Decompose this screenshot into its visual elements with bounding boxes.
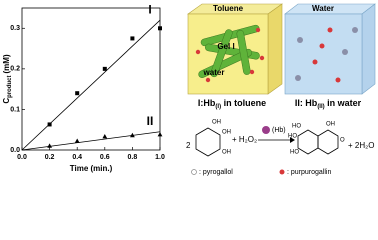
x-tick-label: 0.6: [100, 154, 110, 161]
caption-1: I:Hb(I) in toluene: [198, 98, 266, 109]
fit-line: [21, 19, 161, 151]
gel-label: Gel I: [217, 42, 234, 51]
marker: [157, 131, 163, 137]
marker: [130, 36, 135, 41]
cube-front: [284, 13, 363, 95]
x-tick-label: 0.4: [72, 154, 82, 161]
y-tick-label: 0.0: [10, 147, 20, 154]
chart: 0.0 0.2 0.4 0.6 0.8 1.0 0.0 0.1 0.2 0.3 Time (min.…: [2, 2, 165, 173]
arrowhead: [290, 137, 295, 143]
oh: OH: [222, 150, 231, 156]
x-tick-label: 0.0: [17, 154, 27, 161]
byproduct: + 2H₂O: [348, 141, 374, 150]
marker: [74, 138, 80, 143]
marker: [102, 66, 107, 71]
legend-text: : pyrogallol: [199, 169, 233, 176]
oh: OH: [222, 130, 231, 136]
ho: HO: [288, 134, 297, 140]
marker: [75, 91, 80, 96]
plot-frame: [21, 7, 161, 151]
gel-fibers: [198, 24, 260, 78]
x-tick-label: 1.0: [155, 154, 165, 161]
y-tick-label: 0.2: [10, 66, 20, 73]
x-axis-label: Time (min.): [70, 164, 113, 173]
figure: 0.0 0.2 0.4 0.6 0.8 1.0 0.0 0.1 0.2 0.3 Time (min.…: [2, 2, 376, 176]
series-label: II: [147, 114, 154, 128]
marker: [47, 143, 52, 148]
catalyst: (Hb): [272, 127, 286, 134]
ring: [297, 129, 319, 155]
fit-line: [21, 131, 161, 151]
molecules: [295, 27, 358, 83]
legend-marker: [279, 169, 285, 175]
oh: OH: [326, 122, 335, 128]
water-inner-label: water: [203, 68, 225, 77]
cube-side: [361, 3, 376, 95]
ho: HO: [292, 124, 301, 130]
water-label: Water: [312, 4, 334, 13]
oh: OH: [212, 120, 221, 126]
hb-icon: [262, 126, 270, 134]
x-tick-label: 0.2: [45, 154, 55, 161]
marker: [102, 134, 108, 139]
ring: [317, 129, 339, 155]
marker: [47, 122, 52, 127]
toluene-label: Toluene: [213, 4, 244, 13]
y-tick-label: 0.1: [10, 106, 20, 113]
y-label-unit: (mM): [2, 54, 11, 73]
legend-marker: [191, 169, 197, 175]
reagent: + H₂O₂: [232, 135, 257, 144]
x-tick-label: 0.8: [128, 154, 138, 161]
ho: HO: [290, 150, 299, 156]
marker: [158, 26, 162, 31]
o: O: [340, 138, 345, 144]
marker: [130, 132, 135, 138]
y-label-main: C: [2, 98, 11, 104]
ring: [195, 127, 221, 157]
hb-dots: [195, 27, 265, 83]
caption-2: II: Hb(II) in water: [295, 98, 362, 109]
y-tick-label: 0.3: [10, 25, 20, 32]
coefficient: 2: [186, 141, 191, 150]
diagram: Toluene Gel I water Water I:Hb(I) in tol…: [186, 3, 376, 176]
series-label: I: [148, 2, 151, 16]
y-axis-label: Cproduct (mM): [2, 54, 12, 104]
y-label-sub: product: [7, 75, 13, 97]
cube-side: [267, 3, 283, 95]
legend-text: : purpurogallin: [287, 169, 331, 176]
